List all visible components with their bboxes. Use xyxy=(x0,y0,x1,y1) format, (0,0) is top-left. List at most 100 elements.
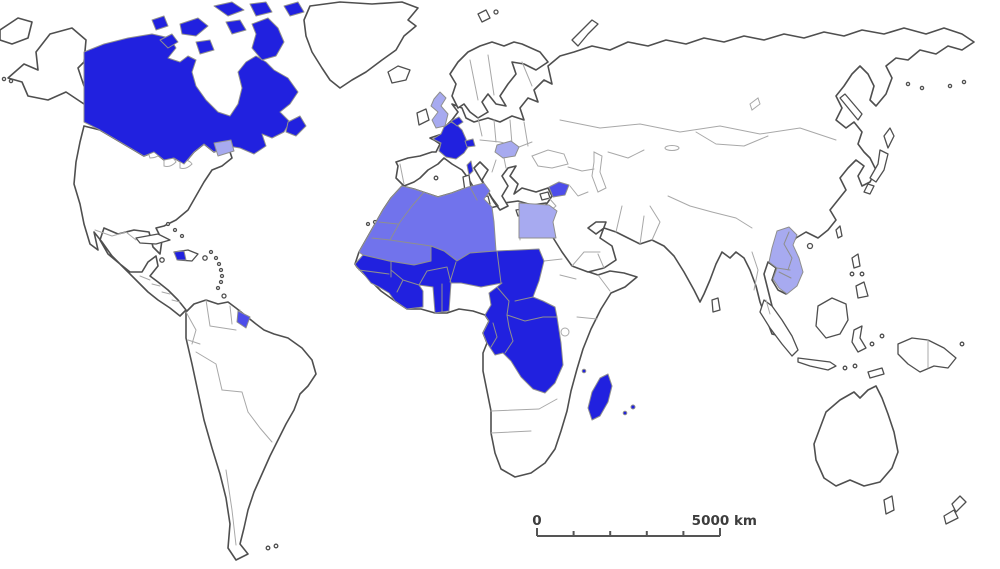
hainan-island xyxy=(806,242,814,250)
sri-lanka-island xyxy=(711,297,721,313)
landmass-tasmania xyxy=(883,495,895,515)
border-china-india xyxy=(667,195,753,229)
border-morocco-algeria xyxy=(389,191,425,241)
border-colombia-venezuela xyxy=(185,311,197,345)
kuril-islet xyxy=(961,79,967,85)
antilles-islet xyxy=(208,249,214,255)
border-ecuador xyxy=(187,339,201,345)
antilles-islet xyxy=(218,267,224,273)
country-canada-arctic-island xyxy=(195,39,215,55)
country-canada-banks-island xyxy=(151,15,169,31)
canary-islet xyxy=(365,221,371,227)
antilles-islet xyxy=(213,255,219,261)
region-maine-new-brunswick xyxy=(213,139,235,157)
border-cameroon-car xyxy=(496,286,510,316)
landmass-iceland xyxy=(387,65,411,84)
svalbard-island xyxy=(477,9,491,23)
lake-baikal xyxy=(749,97,761,111)
philippine-islet xyxy=(859,271,865,277)
border-niger-chad xyxy=(496,250,502,284)
border-balkans xyxy=(491,157,507,173)
antilles-islet xyxy=(219,273,225,279)
landmass-scandinavia xyxy=(449,41,549,119)
falkland-islet xyxy=(273,543,279,549)
kuril-islet xyxy=(905,81,911,87)
borneo-island xyxy=(815,297,849,339)
border-mali-cote-divoire xyxy=(402,279,420,286)
sumatra-island xyxy=(759,299,799,357)
japan-honshu xyxy=(869,149,889,183)
border-russia-south xyxy=(559,119,837,141)
islands xyxy=(135,9,967,551)
country-belgium xyxy=(450,116,464,127)
country-canada-arctic-island xyxy=(283,1,305,17)
scale-bar: 0 5000 km xyxy=(532,513,757,537)
philippine-islet xyxy=(849,271,855,277)
highlighted-regions xyxy=(83,1,804,421)
bahamas-islet xyxy=(172,227,178,233)
antilles-islet xyxy=(216,261,222,267)
scale-bar-end-label: 5000 km xyxy=(692,513,757,529)
country-comoros xyxy=(581,368,587,374)
border-peru-brazil xyxy=(195,351,223,391)
border-arabia xyxy=(571,251,605,269)
puerto-rico-island xyxy=(202,255,208,261)
border-cambodia-vietnam xyxy=(776,267,792,279)
lake-caspian-sea xyxy=(591,151,607,193)
falkland-islet xyxy=(265,545,271,551)
balearic-islet xyxy=(433,175,439,181)
lesser-sunda-islet xyxy=(852,363,858,369)
lake-black-sea xyxy=(531,149,569,169)
jamaica-island xyxy=(159,257,165,263)
scale-bar-start-label: 0 xyxy=(532,513,541,529)
aleutian-island xyxy=(8,78,14,84)
philippines-luzon xyxy=(851,253,861,269)
border-car-drc xyxy=(506,314,558,322)
country-borders xyxy=(94,54,837,546)
country-reunion xyxy=(622,410,628,416)
border-central-asia xyxy=(607,149,645,159)
border-chad-car xyxy=(514,296,534,302)
landmass-south-america xyxy=(185,299,317,561)
lesser-sunda-islet xyxy=(842,365,848,371)
border-paraguay-argentina xyxy=(247,411,273,443)
border-chile-argentina xyxy=(225,469,237,546)
country-canada xyxy=(83,33,299,165)
bahamas-islet xyxy=(165,221,171,227)
border-ethiopia-somalia xyxy=(597,274,611,292)
country-canada-arctic-island xyxy=(225,19,247,35)
border-iran-afghanistan xyxy=(615,205,645,245)
cyprus-island xyxy=(539,191,551,201)
country-canada-victoria-island xyxy=(179,17,209,37)
maluku-islet xyxy=(879,333,885,339)
antilles-islet xyxy=(215,285,221,291)
new-guinea-island xyxy=(897,337,957,373)
country-canada-arctic-island xyxy=(213,1,245,17)
border-scandinavia-internal xyxy=(469,54,533,101)
country-egypt xyxy=(518,202,558,239)
border-kenya-tanzania xyxy=(576,316,598,320)
border-central-america xyxy=(139,275,181,303)
landmass-chukotka-corner xyxy=(0,17,33,45)
border-mongolia xyxy=(695,131,769,147)
border-ukraine-romania xyxy=(518,141,533,148)
border-us-mexico xyxy=(94,229,137,241)
border-bolivia xyxy=(221,389,249,413)
border-venezuela-brazil xyxy=(205,299,237,331)
country-syria xyxy=(548,181,570,198)
border-germany-poland xyxy=(477,117,529,147)
aleutian-island xyxy=(1,76,7,82)
sakhalin-island xyxy=(839,93,863,121)
border-caucasus xyxy=(567,166,595,172)
region-french-guiana xyxy=(236,310,251,329)
landmass-australia xyxy=(813,385,899,487)
country-madagascar xyxy=(587,373,613,421)
country-mauritius xyxy=(630,404,636,410)
landmass-ireland xyxy=(416,108,430,126)
country-canada-arctic-island xyxy=(159,33,179,49)
kuril-islet xyxy=(947,83,953,89)
country-haiti xyxy=(173,250,187,261)
landmass-greenland xyxy=(303,1,419,89)
lake-victoria xyxy=(560,327,570,337)
landmass-eurasia xyxy=(395,27,975,337)
